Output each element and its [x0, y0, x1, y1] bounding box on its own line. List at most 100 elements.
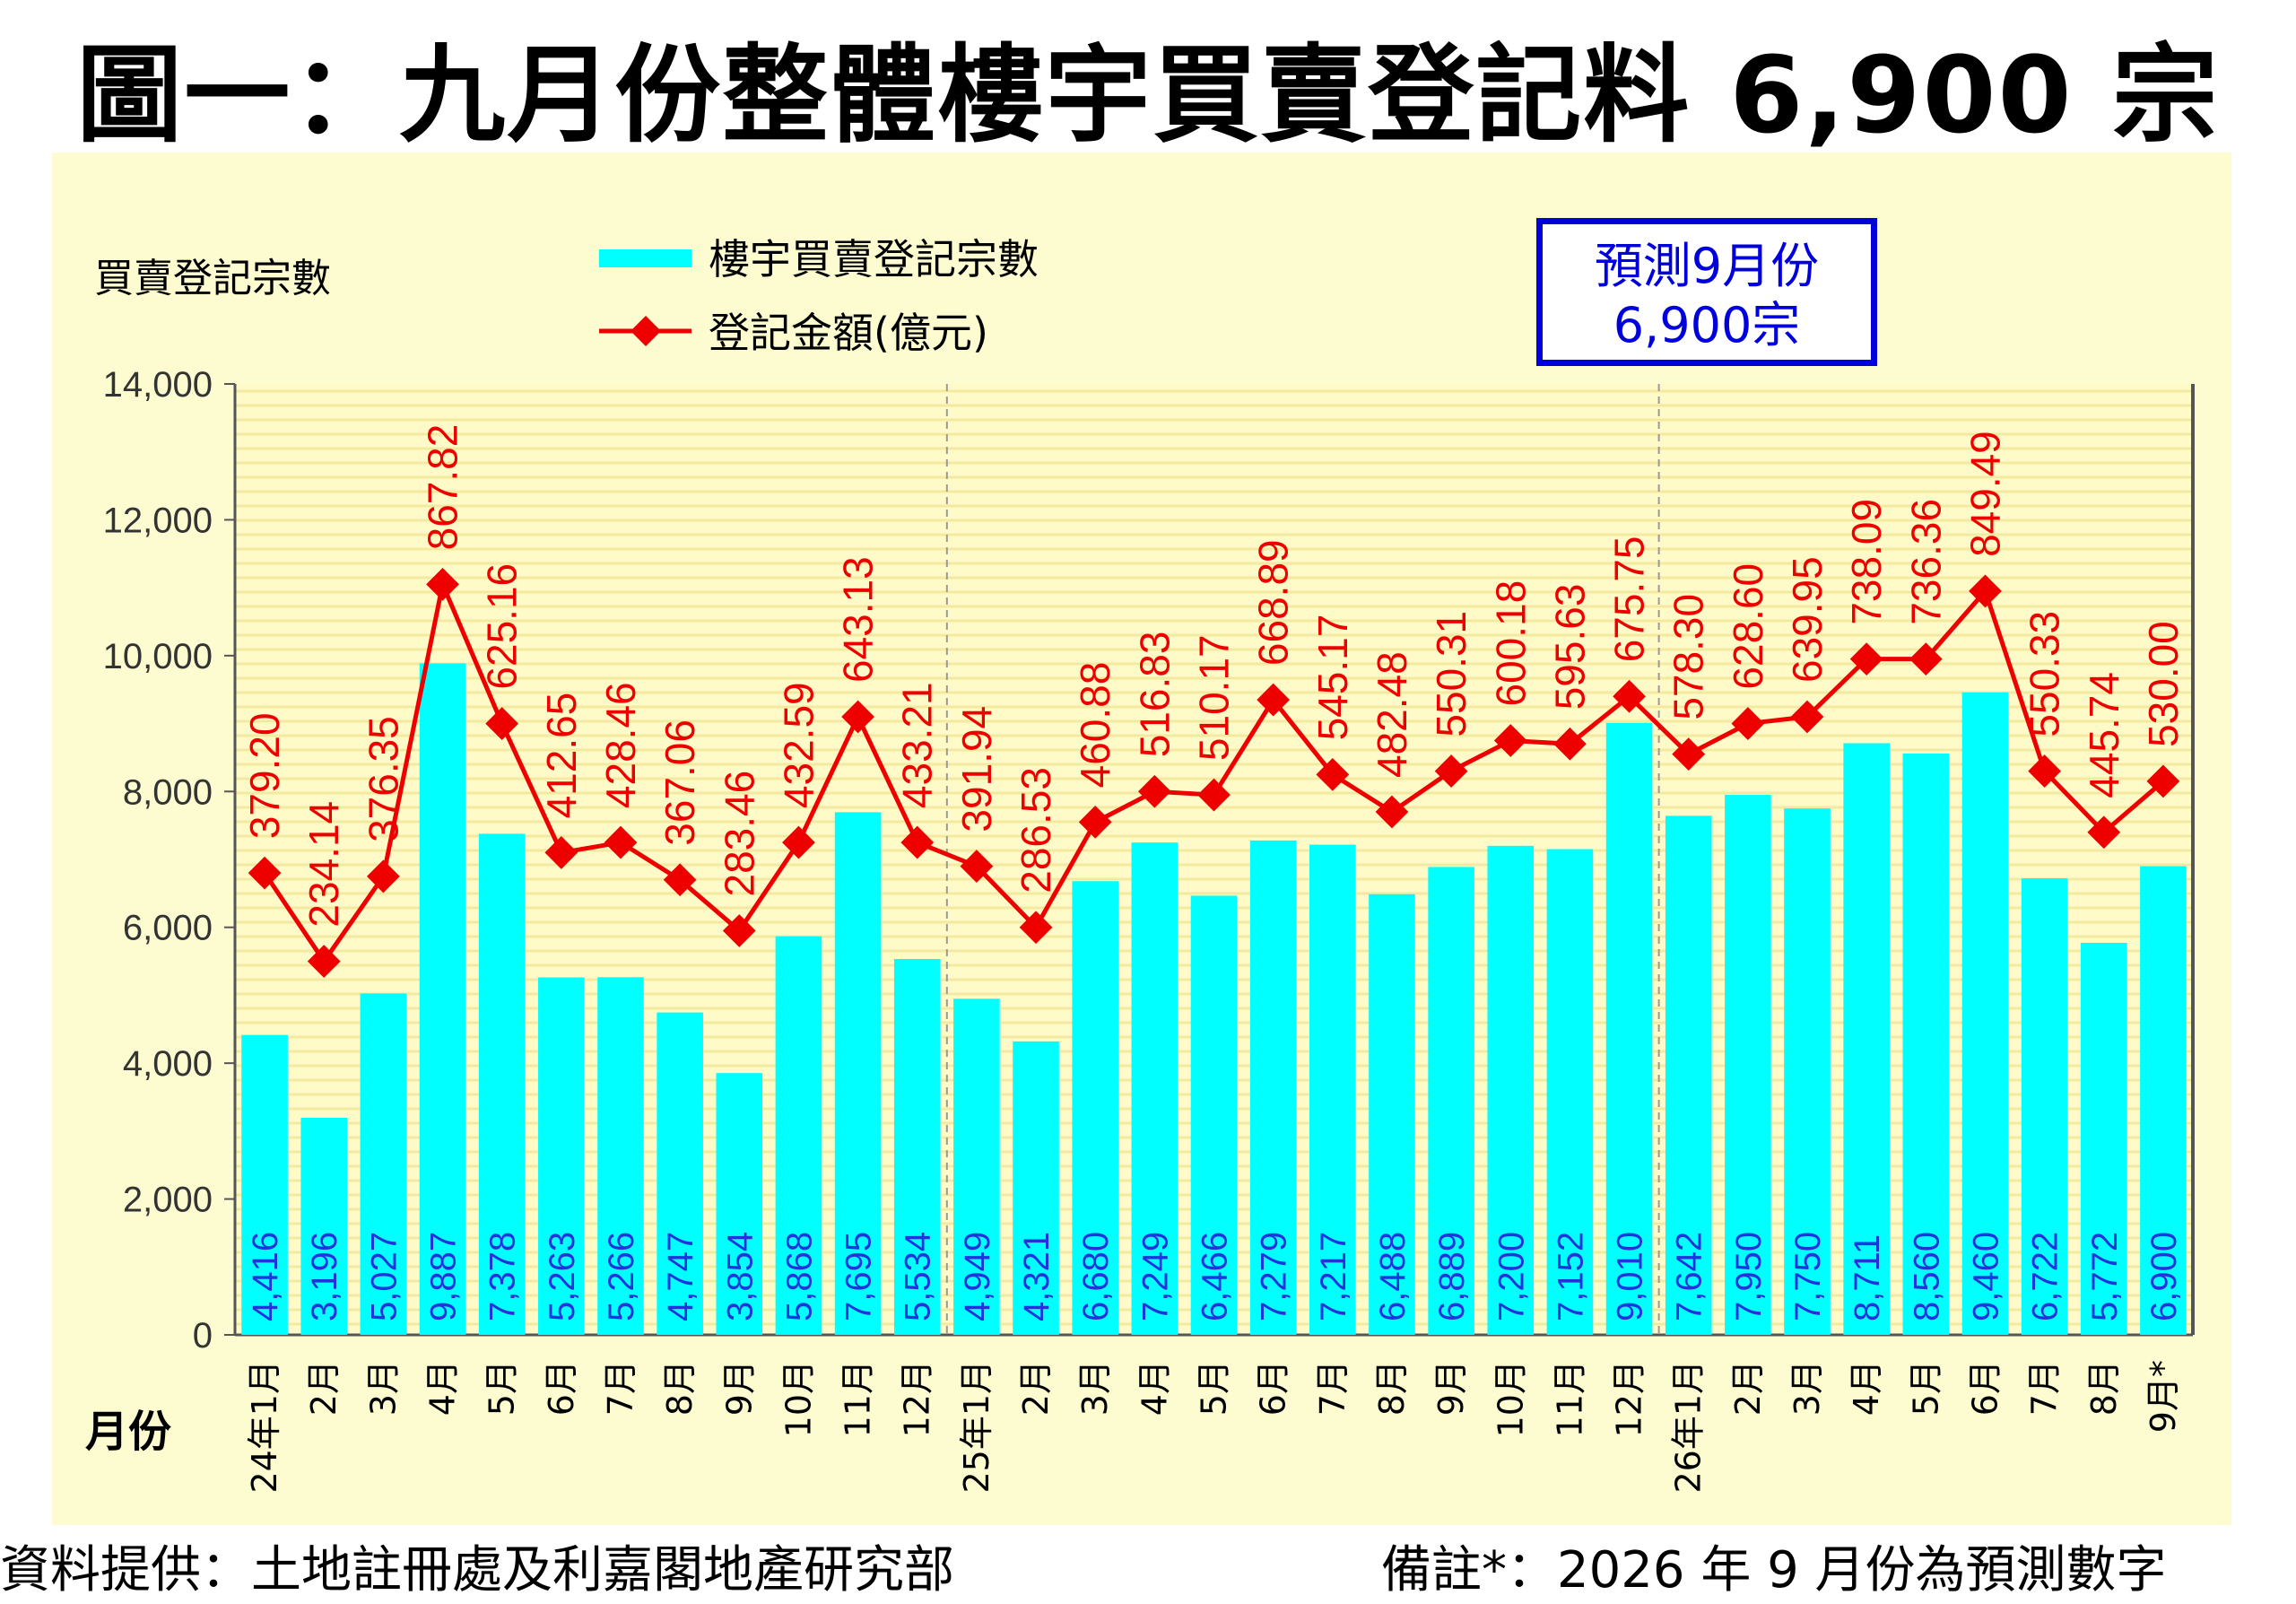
line-marker [960, 850, 994, 883]
line-marker [900, 825, 935, 859]
x-category-label: 8月 [2084, 1360, 2124, 1416]
line-value-label: 379.20 [241, 712, 288, 839]
line-marker [782, 825, 815, 859]
line-value-label: 628.60 [1725, 563, 1771, 690]
line-value-label: 530.00 [2140, 621, 2187, 747]
line-value-label: 412.65 [538, 693, 585, 819]
y-tick-label: 4,000 [123, 1044, 213, 1084]
x-category-label: 10月 [1491, 1360, 1530, 1437]
bar [1131, 842, 1178, 1335]
line-marker [1257, 683, 1291, 717]
bar [241, 1034, 288, 1335]
bar-value-label: 4,416 [246, 1232, 285, 1321]
line-marker [1613, 679, 1646, 713]
line-marker [1434, 754, 1468, 788]
line-value-label: 578.30 [1665, 594, 1712, 720]
bar-value-label: 9,460 [1966, 1232, 2005, 1321]
y-tick-label: 14,000 [103, 365, 213, 405]
legend-line-label: 登記金額(億元) [709, 309, 988, 357]
x-category-label: 5月 [483, 1360, 522, 1416]
x-category-label: 9月 [1431, 1360, 1471, 1416]
bar [1784, 808, 1831, 1335]
x-category-label: 7月 [2025, 1360, 2065, 1416]
x-category-label: 6月 [1965, 1360, 2005, 1416]
line-marker [841, 700, 874, 734]
x-category-label: 11月 [1550, 1360, 1589, 1437]
x-category-label: 11月 [839, 1360, 878, 1437]
bar [2080, 942, 2127, 1335]
line-marker [1731, 707, 1765, 740]
bar [2140, 866, 2187, 1335]
line-value-label: 516.83 [1131, 632, 1178, 758]
line-marker [1553, 727, 1587, 761]
x-category-label: 2月 [1016, 1360, 1056, 1416]
bar-value-label: 4,321 [1017, 1232, 1057, 1321]
bar-value-label: 8,711 [1848, 1234, 1887, 1321]
line-value-label: 625.16 [479, 563, 526, 690]
line-value-label: 550.33 [2022, 611, 2068, 737]
line-value-label: 643.13 [835, 556, 882, 683]
bar-value-label: 6,680 [1076, 1232, 1116, 1321]
line-value-label: 639.95 [1784, 556, 1831, 683]
bar [953, 998, 1000, 1335]
bar-value-label: 6,889 [1432, 1232, 1472, 1321]
line-marker [1909, 642, 1943, 676]
line-value-label: 391.94 [953, 706, 1000, 833]
bar-value-label: 7,695 [839, 1232, 879, 1321]
x-category-label: 3月 [363, 1360, 403, 1416]
bar-value-label: 3,196 [305, 1232, 344, 1321]
forecast-note: 備註*：2026 年 9 月份為預測數字 [1381, 1541, 2167, 1600]
x-category-label: 8月 [1372, 1360, 1412, 1416]
line-value-label: 234.14 [300, 801, 347, 928]
x-category-label: 4月 [1847, 1360, 1886, 1416]
bar [1605, 722, 1653, 1335]
bar [657, 1012, 703, 1335]
x-category-label: 10月 [778, 1360, 818, 1437]
bar [300, 1118, 348, 1335]
x-axis-title: 月份 [85, 1407, 171, 1457]
line-value-label: 432.59 [775, 682, 822, 808]
bar-value-label: 7,152 [1551, 1232, 1590, 1321]
x-category-label: 4月 [1135, 1360, 1174, 1416]
forecast-line2: 6,900宗 [1613, 297, 1801, 353]
line-value-label: 545.17 [1309, 615, 1356, 741]
line-value-label: 738.09 [1843, 499, 1890, 625]
x-category-label: 5月 [1906, 1360, 1945, 1416]
line-marker [307, 945, 341, 978]
line-marker [485, 707, 519, 740]
line-marker [1078, 805, 1112, 839]
line-marker [722, 914, 756, 947]
line-marker [1849, 642, 1883, 676]
bar-value-label: 5,868 [779, 1232, 819, 1321]
bar-value-label: 9,010 [1611, 1232, 1650, 1321]
bar-value-label: 6,466 [1196, 1232, 1235, 1321]
x-category-label: 9月* [2144, 1360, 2183, 1433]
bar [1249, 840, 1297, 1335]
line-value-label: 482.48 [1369, 651, 1415, 778]
line-marker [2028, 754, 2062, 788]
line-value-label: 376.35 [360, 716, 406, 842]
bar-value-label: 5,772 [2085, 1232, 2125, 1321]
x-category-label: 12月 [898, 1360, 937, 1437]
bar [1309, 844, 1356, 1335]
bar-value-label: 3,854 [720, 1232, 760, 1321]
bar [1546, 849, 1594, 1335]
line-value-label: 367.06 [657, 719, 703, 846]
line-marker [1375, 795, 1409, 829]
bar-value-label: 6,722 [2026, 1232, 2066, 1321]
bar-value-label: 4,949 [958, 1232, 997, 1321]
y-tick-label: 2,000 [123, 1181, 213, 1220]
bar-value-label: 7,279 [1255, 1232, 1294, 1321]
x-category-label: 5月 [1195, 1360, 1234, 1416]
bar-value-label: 6,488 [1373, 1232, 1413, 1321]
bar-value-label: 5,266 [602, 1232, 641, 1321]
bar-value-label: 8,560 [1907, 1232, 1946, 1321]
bar [1902, 753, 1950, 1335]
bar [1961, 692, 2009, 1335]
bar [419, 663, 466, 1335]
line-marker [1790, 700, 1824, 734]
bar [1072, 881, 1118, 1335]
bar [1369, 894, 1415, 1335]
source-note: 資料提供：土地註冊處及利嘉閣地產研究部 [0, 1541, 954, 1600]
